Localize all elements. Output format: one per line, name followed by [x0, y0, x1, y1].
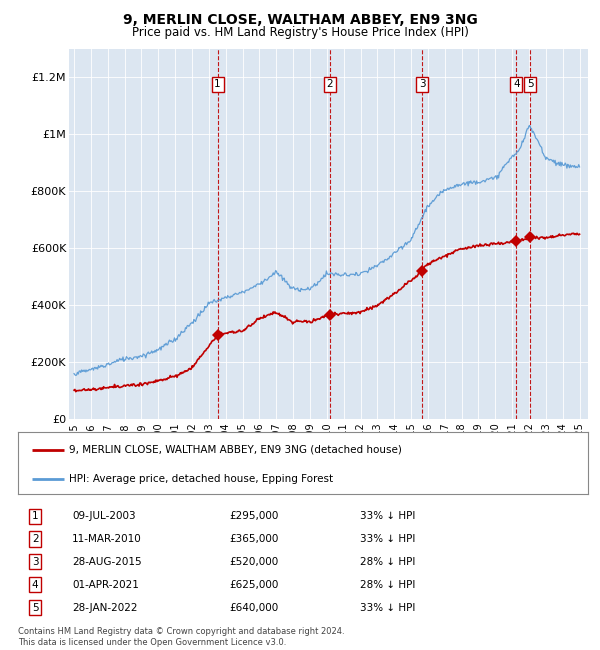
Text: 28-JAN-2022: 28-JAN-2022 [72, 603, 137, 612]
Text: 28% ↓ HPI: 28% ↓ HPI [360, 580, 415, 590]
Text: 3: 3 [32, 557, 38, 567]
Text: 2: 2 [32, 534, 38, 544]
Text: £640,000: £640,000 [229, 603, 278, 612]
Text: 28-AUG-2015: 28-AUG-2015 [72, 557, 142, 567]
Text: £520,000: £520,000 [229, 557, 278, 567]
Text: 28% ↓ HPI: 28% ↓ HPI [360, 557, 415, 567]
Text: 11-MAR-2010: 11-MAR-2010 [72, 534, 142, 544]
Text: Price paid vs. HM Land Registry's House Price Index (HPI): Price paid vs. HM Land Registry's House … [131, 26, 469, 39]
Text: 09-JUL-2003: 09-JUL-2003 [72, 511, 136, 521]
Text: 5: 5 [32, 603, 38, 612]
Text: Contains HM Land Registry data © Crown copyright and database right 2024.
This d: Contains HM Land Registry data © Crown c… [18, 627, 344, 647]
Text: 33% ↓ HPI: 33% ↓ HPI [360, 534, 415, 544]
Text: 2: 2 [327, 79, 334, 89]
Text: £295,000: £295,000 [229, 511, 278, 521]
Text: 01-APR-2021: 01-APR-2021 [72, 580, 139, 590]
Text: 1: 1 [214, 79, 221, 89]
Text: 33% ↓ HPI: 33% ↓ HPI [360, 603, 415, 612]
Text: 5: 5 [527, 79, 533, 89]
Text: 4: 4 [32, 580, 38, 590]
Text: 9, MERLIN CLOSE, WALTHAM ABBEY, EN9 3NG: 9, MERLIN CLOSE, WALTHAM ABBEY, EN9 3NG [122, 12, 478, 27]
Text: 1: 1 [32, 511, 38, 521]
Text: £625,000: £625,000 [229, 580, 278, 590]
Text: 4: 4 [513, 79, 520, 89]
Text: 9, MERLIN CLOSE, WALTHAM ABBEY, EN9 3NG (detached house): 9, MERLIN CLOSE, WALTHAM ABBEY, EN9 3NG … [70, 445, 402, 454]
Text: 3: 3 [419, 79, 425, 89]
Text: £365,000: £365,000 [229, 534, 278, 544]
Text: 33% ↓ HPI: 33% ↓ HPI [360, 511, 415, 521]
Text: HPI: Average price, detached house, Epping Forest: HPI: Average price, detached house, Eppi… [70, 474, 334, 484]
